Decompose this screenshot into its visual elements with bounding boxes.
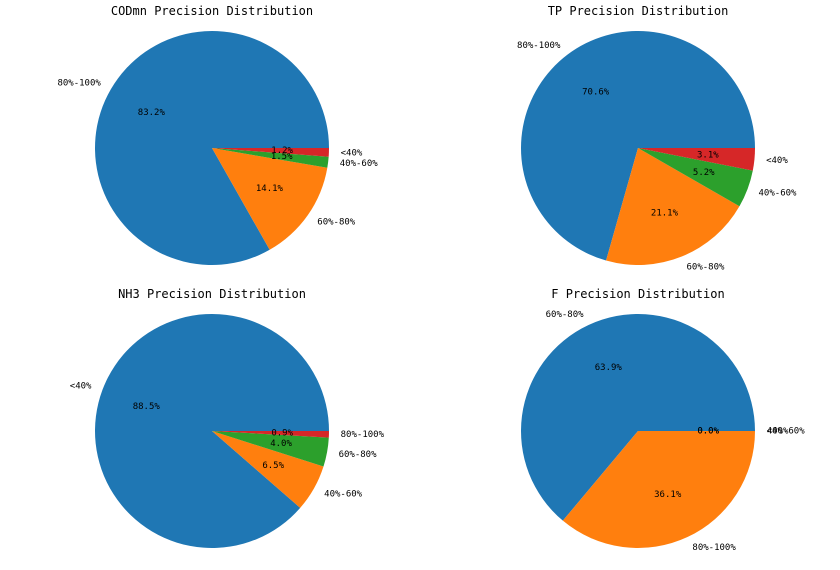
pie-slice xyxy=(638,148,755,171)
pie-slice xyxy=(212,148,329,168)
slice-percent-label: 88.5% xyxy=(133,402,161,412)
slice-percent-label: 63.9% xyxy=(595,363,623,373)
pie-chart-1: CODmn Precision Distribution 80%-100% 83.2… xyxy=(57,4,378,265)
slice-label: 40%-60% xyxy=(759,189,798,199)
slice-label: 80%-100% xyxy=(57,79,101,89)
slice-label: 60%-80% xyxy=(687,263,726,273)
slice-percent-label: 70.6% xyxy=(582,87,610,97)
slice-percent-label: 21.1% xyxy=(651,209,679,219)
pie-slice xyxy=(212,148,329,157)
pie-chart-4: F Precision Distribution 60%-80% 63.9% 80%-… xyxy=(521,287,805,553)
pie-slice xyxy=(212,431,329,438)
slice-label: <40% xyxy=(341,148,363,158)
slice-percent-label: 14.1% xyxy=(256,184,284,194)
pie-slice xyxy=(95,313,330,548)
slice-percent-label: 0.0% xyxy=(697,427,719,437)
slice-percent-label: 1.2% xyxy=(271,146,293,156)
pie-slice xyxy=(638,148,753,207)
pie-slice xyxy=(521,31,755,261)
pie-chart-2: TP Precision Distribution 80%-100% 70.6% 60… xyxy=(517,4,797,273)
pie-chart-3: NH3 Precision Distribution <40% 88.5% 40%-6… xyxy=(70,287,385,548)
pie-slice xyxy=(562,431,755,548)
slice-label: 80%-100% xyxy=(517,41,561,51)
slice-label: <40% xyxy=(767,427,789,437)
slice-percent-label: 4.0% xyxy=(270,439,292,449)
slice-label: 40%-60% xyxy=(324,490,363,500)
slice-label: <40% xyxy=(70,381,92,391)
slice-label: <40% xyxy=(766,156,788,166)
slice-label: 60%-80% xyxy=(317,218,356,228)
slice-label: 60%-80% xyxy=(546,310,585,320)
slice-label: 40%-60% xyxy=(340,159,379,169)
chart-title: NH3 Precision Distribution xyxy=(118,287,306,301)
slice-percent-label: 1.5% xyxy=(271,152,293,162)
pie-slice xyxy=(95,30,329,265)
slice-percent-label: 0.9% xyxy=(271,428,293,438)
slice-label: 80%-100% xyxy=(692,543,736,553)
slice-label: 40%-60% xyxy=(767,427,806,437)
slice-percent-label: 36.1% xyxy=(654,490,682,500)
slice-label: 80%-100% xyxy=(341,430,385,440)
pie-slice xyxy=(212,148,328,250)
slice-percent-label: 0.0% xyxy=(697,427,719,437)
slice-label: 60%-80% xyxy=(339,450,378,460)
slice-percent-label: 83.2% xyxy=(138,108,166,118)
chart-title: F Precision Distribution xyxy=(551,287,724,301)
slice-percent-label: 6.5% xyxy=(262,461,284,471)
chart-title: TP Precision Distribution xyxy=(548,4,729,18)
pie-slice xyxy=(606,148,740,266)
slice-percent-label: 5.2% xyxy=(693,168,715,178)
pie-slice xyxy=(212,431,324,508)
slice-percent-label: 3.1% xyxy=(697,150,719,160)
pie-slice xyxy=(521,313,755,521)
pie-slice xyxy=(212,431,329,467)
chart-title: CODmn Precision Distribution xyxy=(111,4,313,18)
